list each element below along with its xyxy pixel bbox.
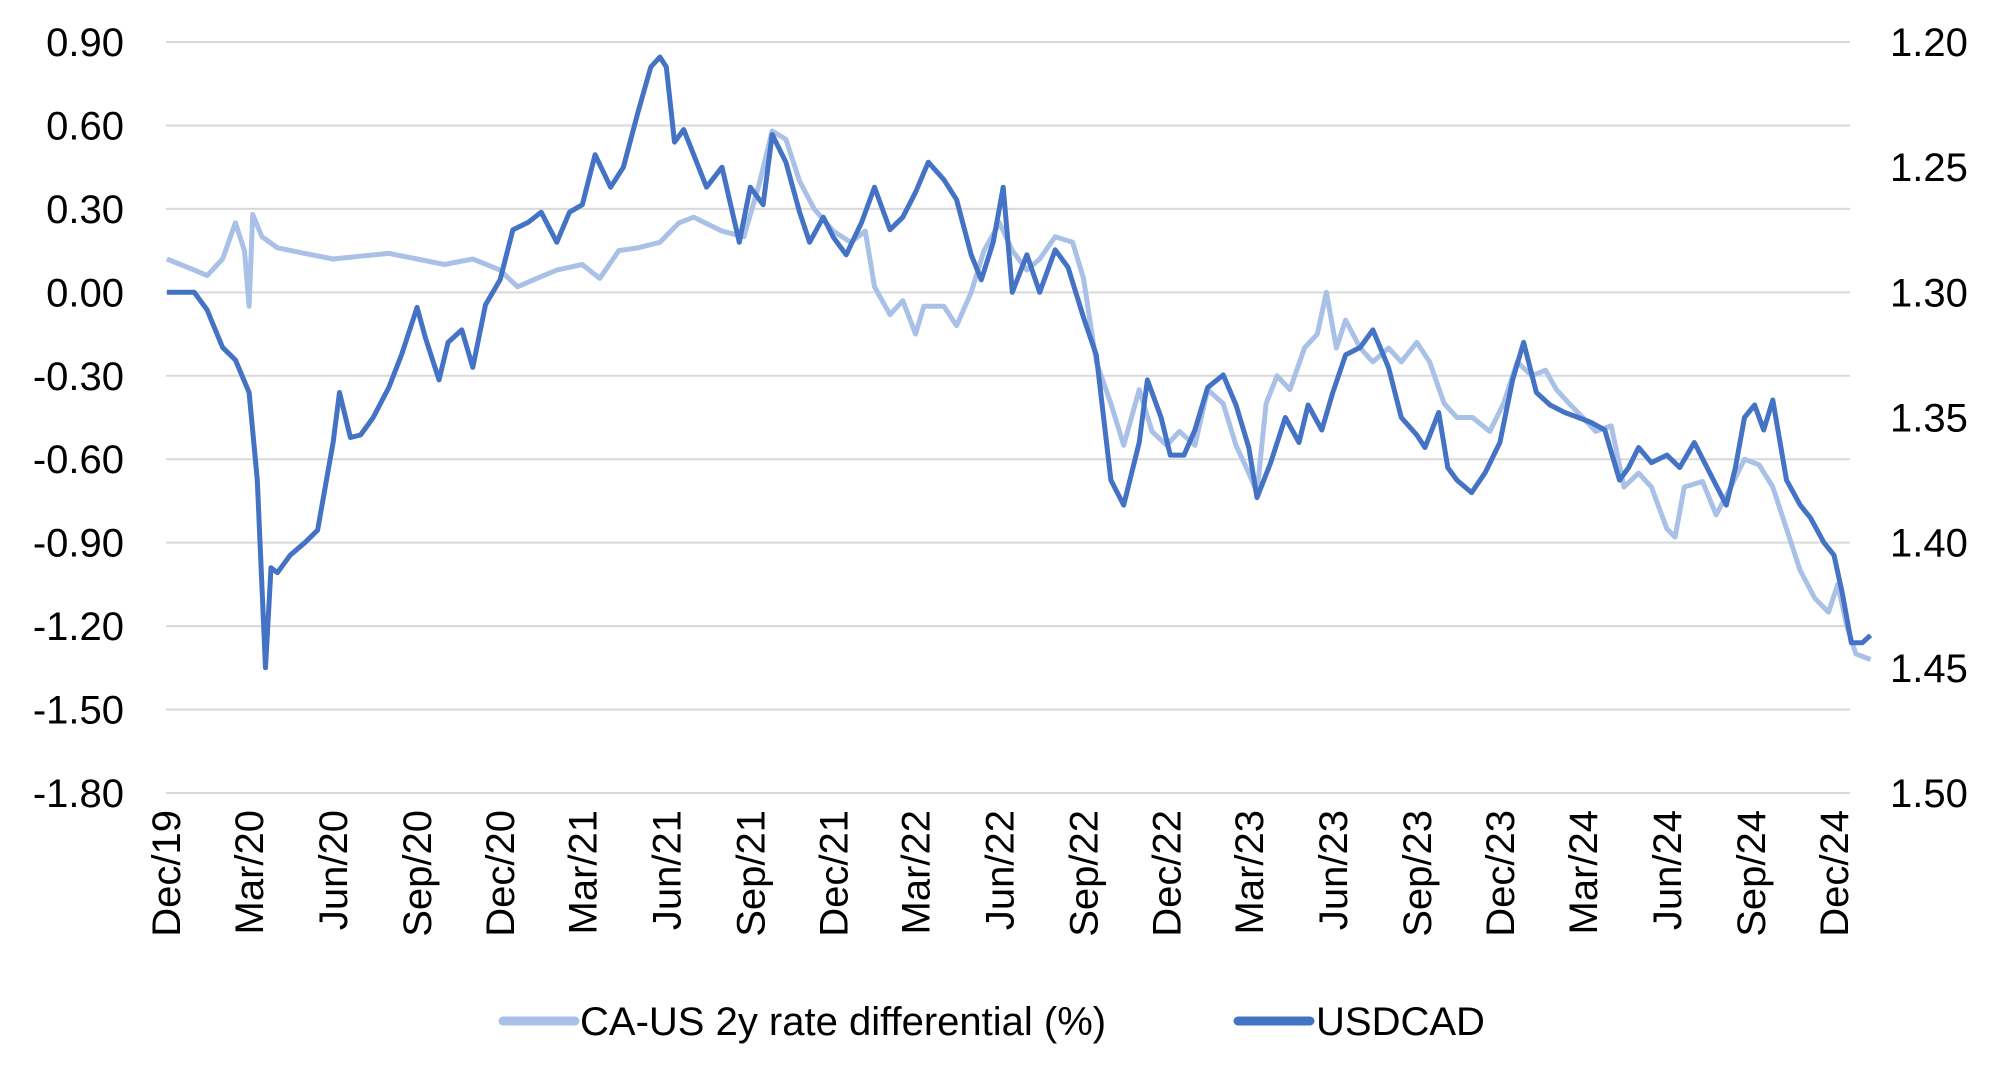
x-tick-label: Dec/24: [1813, 810, 1857, 937]
x-tick-label: Mar/21: [561, 810, 605, 935]
x-tick-label: Sep/23: [1396, 810, 1440, 937]
left-tick-label: -1.50: [33, 689, 124, 733]
x-tick-label: Jun/22: [979, 810, 1023, 930]
x-tick-label: Dec/21: [812, 810, 856, 937]
right-tick-label: 1.35: [1890, 397, 1968, 441]
right-tick-label: 1.50: [1890, 772, 1968, 816]
left-tick-label: -1.80: [33, 772, 124, 816]
series-line-usdcad: [166, 54, 1873, 671]
legend: CA-US 2y rate differential (%) USDCAD: [498, 1000, 1485, 1044]
right-axis: 1.20 1.25 1.30 1.35 1.40 1.45 1.50: [1890, 21, 1968, 816]
x-tick-label: Sep/24: [1730, 810, 1774, 937]
right-tick-label: 1.45: [1890, 647, 1968, 691]
left-tick-label: 0.90: [46, 21, 124, 65]
x-tick-label: Mar/20: [228, 810, 272, 935]
right-tick-label: 1.30: [1890, 271, 1968, 315]
left-tick-label: 0.00: [46, 271, 124, 315]
left-tick-label: -0.90: [33, 522, 124, 566]
gridlines: [166, 41, 1850, 794]
legend-label-rate-differential: CA-US 2y rate differential (%): [580, 1000, 1106, 1044]
x-tick-label: Dec/20: [479, 810, 523, 937]
legend-label-usdcad: USDCAD: [1316, 1000, 1485, 1044]
x-tick-label: Jun/24: [1646, 810, 1690, 930]
series-lines: [165, 54, 1873, 671]
right-tick-label: 1.20: [1890, 21, 1968, 65]
x-tick-label: Dec/22: [1146, 810, 1190, 937]
x-tick-label: Mar/23: [1228, 810, 1272, 935]
x-tick-label: Sep/20: [396, 810, 440, 937]
x-tick-label: Jun/20: [312, 810, 356, 930]
x-tick-label: Mar/22: [895, 810, 939, 935]
x-tick-label: Sep/22: [1063, 810, 1107, 937]
x-tick-label: Jun/23: [1312, 810, 1356, 930]
x-tick-label: Mar/24: [1562, 810, 1606, 935]
left-tick-label: 0.30: [46, 188, 124, 232]
x-tick-label: Dec/19: [145, 810, 189, 937]
right-tick-label: 1.25: [1890, 146, 1968, 190]
x-tick-label: Dec/23: [1479, 810, 1523, 937]
x-axis: Dec/19 Mar/20 Jun/20 Sep/20 Dec/20 Mar/21 Jun/…: [145, 810, 1857, 937]
left-tick-label: -0.30: [33, 355, 124, 399]
left-tick-label: -1.20: [33, 605, 124, 649]
right-tick-label: 1.40: [1890, 522, 1968, 566]
series-line-rate-differential: [165, 128, 1872, 662]
left-tick-label: 0.60: [46, 104, 124, 148]
left-axis: 0.90 0.60 0.30 0.00 -0.30 -0.60 -0.90 -1.20 -1.5…: [33, 21, 124, 816]
x-tick-label: Sep/21: [729, 810, 773, 937]
left-tick-label: -0.60: [33, 438, 124, 482]
x-tick-label: Jun/21: [645, 810, 689, 930]
